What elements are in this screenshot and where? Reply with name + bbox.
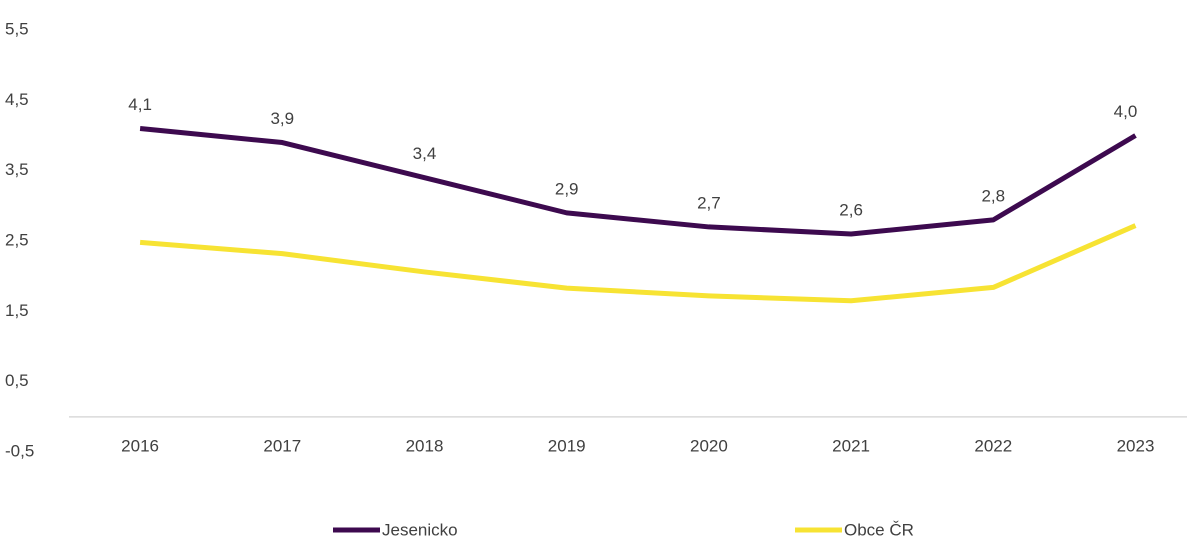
legend-label: Obce ČR [844,520,914,539]
x-tick-label: 2022 [974,436,1012,455]
data-label: 2,8 [981,186,1005,205]
y-tick-label: 3,5 [5,160,29,179]
y-tick-label: 4,5 [5,90,29,109]
series-line [139,223,1137,304]
x-tick-label: 2019 [548,436,586,455]
series-line [139,125,1137,237]
x-tick-label: 2020 [690,436,728,455]
y-tick-label: 5,5 [5,19,29,38]
data-label: 4,0 [1114,102,1138,121]
y-tick-label: 1,5 [5,301,29,320]
data-label: 3,9 [270,109,294,128]
x-tick-label: 2017 [263,436,301,455]
y-tick-label: 2,5 [5,230,29,249]
legend-label: Jesenicko [382,520,458,539]
x-tick-label: 2021 [832,436,870,455]
x-tick-label: 2018 [406,436,444,455]
data-label: 2,9 [555,179,579,198]
x-tick-label: 2023 [1117,436,1155,455]
y-tick-label: -0,5 [5,441,34,460]
x-tick-label: 2016 [121,436,159,455]
data-label: 2,6 [839,200,863,219]
data-label: 4,1 [128,95,152,114]
y-tick-label: 0,5 [5,371,29,390]
data-label: 3,4 [413,144,437,163]
data-label: 2,7 [697,193,721,212]
